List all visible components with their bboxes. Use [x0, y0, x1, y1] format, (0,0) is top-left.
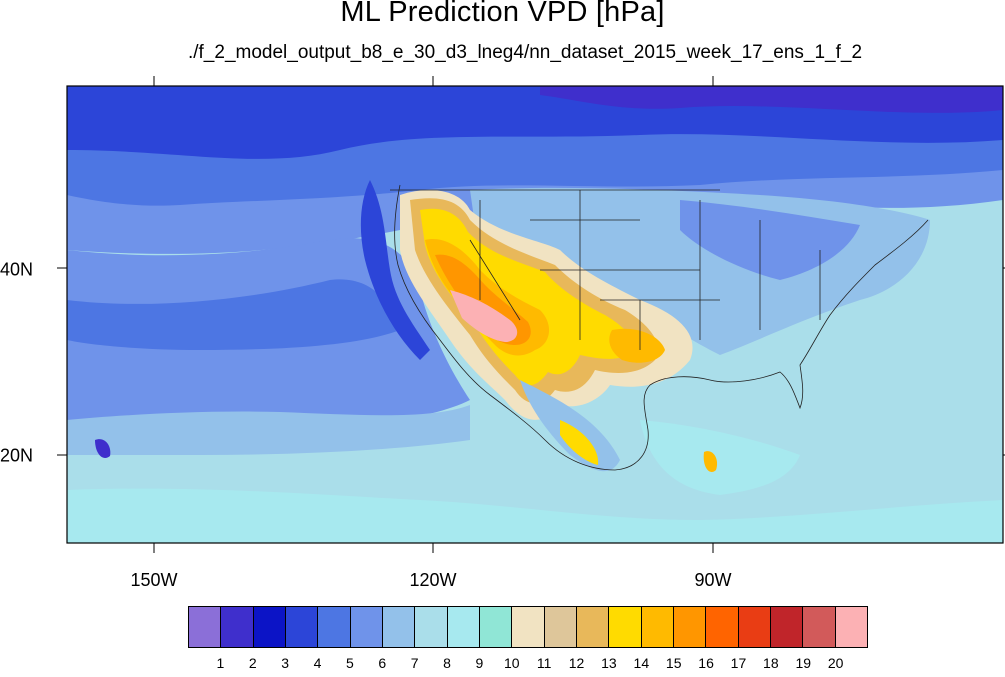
- colorbar-label: 8: [443, 655, 451, 671]
- colorbar-swatch: [770, 607, 804, 647]
- map-frame: [66, 85, 1004, 544]
- colorbar-label: 10: [504, 655, 520, 671]
- coastlines: [390, 184, 929, 471]
- colorbar-swatch: [512, 607, 545, 647]
- colorbar-swatch: [447, 607, 480, 647]
- colorbar-swatch: [189, 607, 222, 647]
- map-title: ML Prediction VPD [hPa]: [340, 0, 665, 28]
- colorbar-swatch: [544, 607, 577, 647]
- colorbar-swatch: [479, 607, 513, 647]
- lat-label-40n: 40N: [0, 259, 34, 280]
- colorbar-swatch: [576, 607, 610, 647]
- field-texas-patch: [609, 328, 665, 363]
- field-pacific-band2: [67, 279, 400, 350]
- colorbar-label: 12: [568, 655, 585, 671]
- colorbar-label: 6: [378, 655, 387, 671]
- colorbar-label: 5: [345, 655, 354, 671]
- colorbar-swatch: [738, 607, 771, 647]
- colorbar: [188, 606, 868, 648]
- lat-label-20n: 20N: [0, 445, 34, 466]
- colorbar-swatch: [285, 607, 319, 647]
- field-west-dry3: [420, 208, 634, 386]
- colorbar-swatch: [641, 607, 674, 647]
- colorbar-swatch: [382, 607, 416, 647]
- colorbar-label: 9: [475, 655, 484, 671]
- colorbar-label: 17: [730, 655, 747, 671]
- colorbar-label: 1: [216, 655, 225, 671]
- colorbar-label: 19: [795, 655, 812, 671]
- colorbar-label: 16: [698, 655, 714, 671]
- colorbar-swatch: [673, 607, 707, 647]
- colorbar-label: 20: [827, 655, 844, 671]
- colorbar-swatch: [835, 607, 867, 647]
- field-tropics: [67, 488, 1003, 543]
- lon-label-150w: 150W: [130, 570, 178, 590]
- colorbar-label: 15: [665, 655, 682, 671]
- field-us-northeast: [680, 200, 860, 280]
- field-hot-core: [450, 290, 518, 342]
- field-pacific-band3: [67, 405, 470, 455]
- colorbar-label: 14: [633, 655, 650, 671]
- field-band-north4: [540, 86, 1003, 113]
- colorbar-label: 2: [248, 655, 257, 671]
- colorbar-swatch: [318, 607, 351, 647]
- colorbar-label: 3: [281, 655, 290, 671]
- colorbar-swatch: [350, 607, 383, 647]
- colorbar-label: 18: [763, 655, 779, 671]
- colorbar-label: 11: [536, 655, 552, 671]
- field-coast-strip: [360, 180, 430, 360]
- field-mexico2: [560, 420, 599, 465]
- colorbar-swatch: [253, 607, 286, 647]
- colorbar-label: 13: [601, 655, 617, 671]
- field-gulf: [640, 420, 800, 495]
- colorbar-swatch: [221, 607, 254, 647]
- lon-label-90w: 90W: [694, 570, 732, 590]
- field-hawaii: [95, 439, 111, 459]
- colorbar-swatch: [609, 607, 642, 647]
- colorbar-label: 4: [313, 655, 322, 671]
- colorbar-swatch: [803, 607, 836, 647]
- map-subtitle: ./f_2_model_output_b8_e_30_d3_lneg4/nn_d…: [187, 42, 863, 63]
- lon-label-120w: 120W: [409, 570, 457, 590]
- colorbar-swatch: [706, 607, 739, 647]
- colorbar-label: 7: [410, 655, 419, 671]
- colorbar-swatch: [415, 607, 448, 647]
- field-cuba-patch: [703, 451, 718, 472]
